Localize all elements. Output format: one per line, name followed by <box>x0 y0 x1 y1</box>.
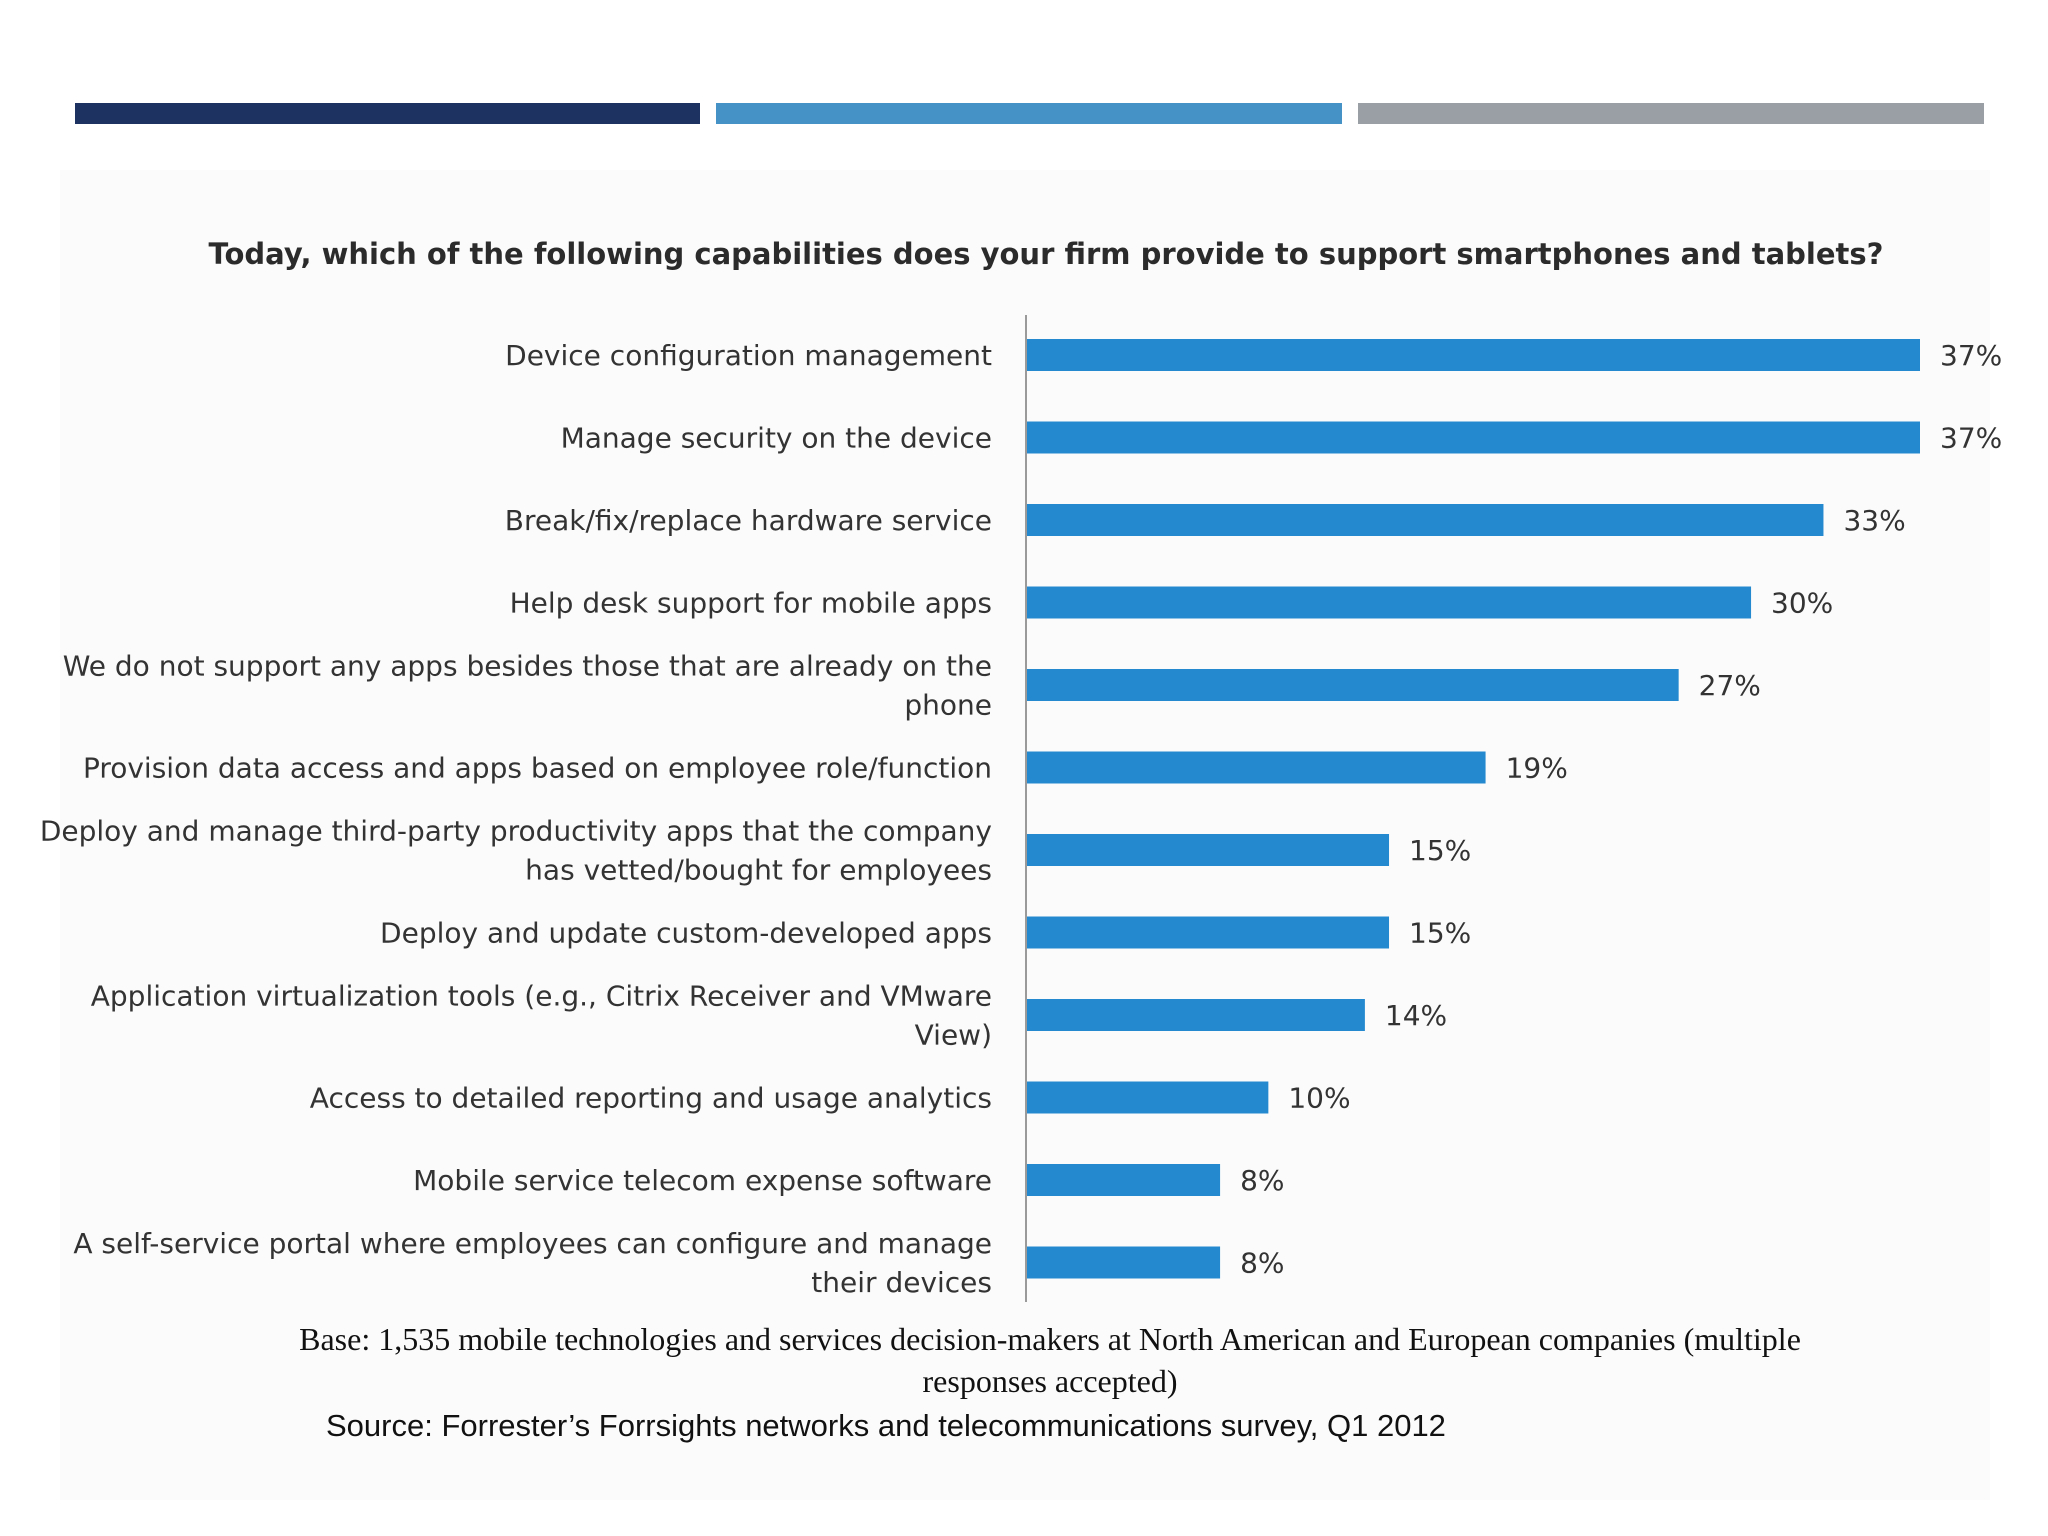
category-label-3: Break/fix/replace hardware service <box>505 504 992 537</box>
chart-title: Today, which of the following capabiliti… <box>209 237 1884 271</box>
source-note: Source: Forrester’s Forrsights networks … <box>326 1408 1446 1443</box>
category-label-9-line-2: View) <box>915 1019 992 1052</box>
base-note: Base: 1,535 mobile technologies and serv… <box>299 1321 1801 1399</box>
value-label-1: 37% <box>1940 339 2002 372</box>
value-label-10: 10% <box>1288 1082 1350 1115</box>
value-label-3: 33% <box>1843 504 1905 537</box>
category-label-5-line-2: phone <box>904 689 992 722</box>
category-label-4: Help desk support for mobile apps <box>510 587 992 620</box>
category-label-5-line-1: We do not support any apps besides those… <box>63 650 992 683</box>
value-label-7: 15% <box>1409 834 1471 867</box>
bar-7 <box>1027 834 1390 866</box>
bar-11 <box>1027 1164 1221 1196</box>
category-label-12-line-2: their devices <box>811 1266 992 1299</box>
bar-5 <box>1027 669 1679 701</box>
value-label-6: 19% <box>1506 752 1568 785</box>
value-label-12: 8% <box>1240 1247 1284 1280</box>
value-label-11: 8% <box>1240 1164 1284 1197</box>
category-label-8: Deploy and update custom-developed apps <box>380 917 992 950</box>
category-label-9-line-1: Application virtualization tools (e.g., … <box>91 980 992 1013</box>
category-label-12-line-1: A self-service portal where employees ca… <box>73 1227 992 1260</box>
bar-6 <box>1027 751 1486 784</box>
bars-layer: 37% Device configuration management 37% Man… <box>40 339 2002 1299</box>
header-bar-light-blue <box>716 103 1342 124</box>
bar-9 <box>1027 999 1365 1031</box>
category-label-11: Mobile service telecom expense software <box>413 1164 992 1197</box>
value-label-8: 15% <box>1409 917 1471 950</box>
category-label-6: Provision data access and apps based on … <box>83 752 992 785</box>
bar-8 <box>1027 916 1390 949</box>
bar-3 <box>1027 504 1824 536</box>
category-label-2: Manage security on the device <box>561 422 992 455</box>
bar-12 <box>1027 1246 1221 1279</box>
category-label-7-line-1: Deploy and manage third-party productivi… <box>40 815 992 848</box>
value-label-9: 14% <box>1385 999 1447 1032</box>
header-bar-gray <box>1358 103 1984 124</box>
category-label-1: Device configuration management <box>505 339 992 372</box>
value-label-4: 30% <box>1771 587 1833 620</box>
bar-10 <box>1027 1081 1269 1114</box>
bar-4 <box>1027 586 1752 619</box>
bar-1 <box>1027 339 1920 371</box>
category-label-10: Access to detailed reporting and usage a… <box>310 1082 992 1115</box>
category-label-7-line-2: has vetted/bought for employees <box>525 854 992 887</box>
value-label-2: 37% <box>1940 422 2002 455</box>
header-bar-dark-blue <box>75 103 700 124</box>
bar-2 <box>1027 421 1920 454</box>
value-label-5: 27% <box>1699 669 1761 702</box>
